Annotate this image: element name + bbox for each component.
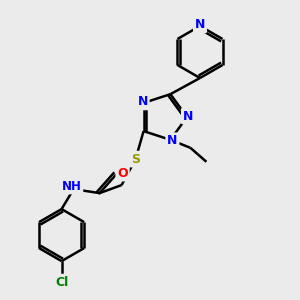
Text: N: N (195, 19, 205, 32)
Text: Cl: Cl (55, 276, 68, 289)
Text: S: S (131, 153, 140, 166)
Text: NH: NH (61, 180, 82, 193)
Text: O: O (117, 167, 128, 180)
Text: N: N (183, 110, 193, 122)
Text: N: N (137, 95, 148, 108)
Text: N: N (167, 134, 178, 147)
